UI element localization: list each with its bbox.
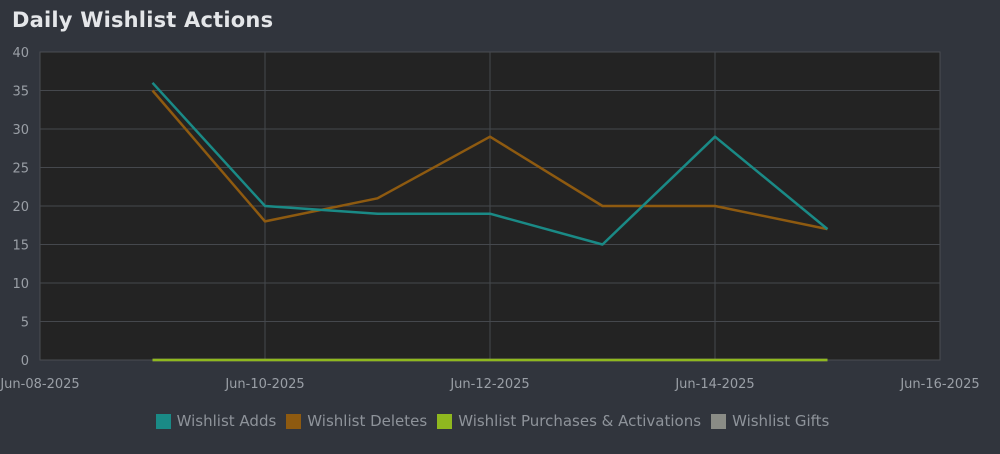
x-tick-label: Jun-08-2025	[0, 377, 80, 392]
legend-swatch	[711, 413, 727, 429]
x-tick-label: Jun-14-2025	[674, 377, 754, 392]
y-tick-label: 0	[21, 354, 29, 369]
y-tick-label: 35	[12, 85, 29, 100]
legend-swatch	[437, 413, 453, 429]
x-tick-label: Jun-12-2025	[449, 377, 529, 392]
axis-ticks: 0 5 10 15 20 25 30 35 40 Jun-08-2025 Jun-10-2025 Ju…	[0, 46, 980, 392]
y-tick-label: 5	[21, 316, 29, 331]
x-tick-label: Jun-10-2025	[224, 377, 304, 392]
series-line-wishlist-deletes	[151, 89, 828, 231]
legend-label: Wishlist Adds	[176, 412, 277, 430]
y-tick-label: 20	[12, 200, 29, 215]
y-tick-label: 10	[12, 277, 29, 292]
legend-label: Wishlist Deletes	[307, 412, 428, 430]
legend-swatch	[286, 413, 302, 429]
legend: Wishlist Adds Wishlist Deletes Wishlist Pu…	[0, 412, 985, 430]
legend-item-wishlist-deletes[interactable]: Wishlist Deletes	[286, 412, 427, 430]
x-tick-label: Jun-16-2025	[899, 377, 979, 392]
y-tick-label: 15	[12, 239, 29, 254]
y-tick-label: 25	[12, 162, 29, 177]
grid-lines	[40, 52, 940, 360]
legend-item-wishlist-purchases-activations[interactable]: Wishlist Purchases & Activations	[437, 412, 701, 430]
y-tick-label: 40	[12, 46, 29, 61]
chart-title: Daily Wishlist Actions	[12, 8, 274, 32]
legend-label: Wishlist Gifts	[732, 412, 830, 430]
legend-item-wishlist-gifts[interactable]: Wishlist Gifts	[711, 412, 829, 430]
series-lines	[151, 81, 829, 362]
legend-label: Wishlist Purchases & Activations	[458, 412, 702, 430]
legend-item-wishlist-adds[interactable]: Wishlist Adds	[155, 412, 277, 430]
y-tick-label: 30	[12, 123, 29, 138]
series-line-wishlist-adds	[151, 81, 829, 246]
legend-swatch	[155, 413, 171, 429]
